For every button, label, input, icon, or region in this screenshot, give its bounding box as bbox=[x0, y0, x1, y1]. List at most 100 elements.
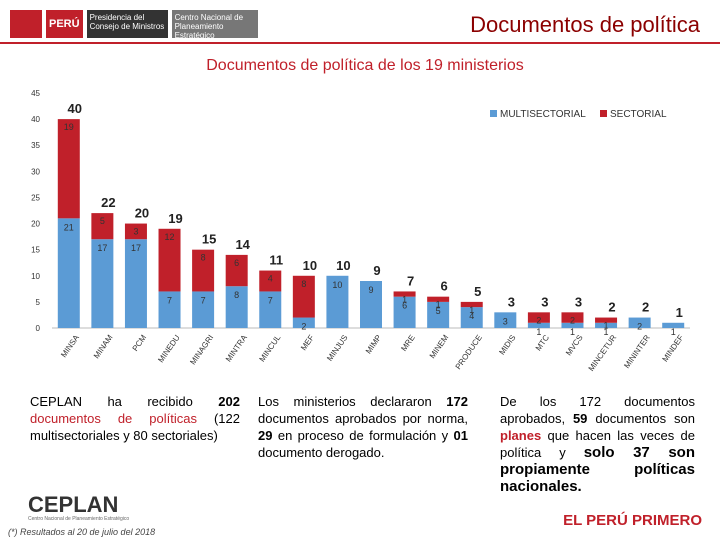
value-label: 1 bbox=[536, 327, 541, 337]
text: 29 bbox=[258, 428, 273, 443]
bar-segment bbox=[124, 239, 147, 328]
x-tick-label: MEF bbox=[299, 333, 316, 352]
bar-segment bbox=[57, 119, 80, 219]
x-tick-label: MIMP bbox=[364, 333, 383, 355]
total-label: 3 bbox=[575, 294, 582, 309]
bar-segment bbox=[561, 312, 584, 323]
footer-logo-sub: Centro Nacional de Planeamiento Estratég… bbox=[28, 516, 130, 522]
value-label: 7 bbox=[268, 295, 273, 305]
bar-segment bbox=[460, 307, 483, 328]
value-label: 2 bbox=[301, 322, 306, 332]
text: 01 bbox=[453, 428, 468, 443]
x-tick-label: MVCS bbox=[564, 333, 585, 357]
bar-segment bbox=[662, 322, 685, 328]
legend-swatch bbox=[600, 110, 607, 117]
value-label: 8 bbox=[234, 290, 239, 300]
y-tick-label: 40 bbox=[31, 115, 40, 124]
bar-segment bbox=[158, 228, 181, 292]
text: De los 172 documentos aprobados, bbox=[500, 394, 695, 426]
x-tick-label: MINEDU bbox=[156, 333, 182, 364]
bar-segment bbox=[360, 281, 382, 328]
total-label: 5 bbox=[474, 284, 481, 299]
legend-label: MULTISECTORIAL bbox=[500, 109, 586, 120]
value-label: 2 bbox=[637, 322, 642, 332]
text: Los ministerios declararon bbox=[258, 394, 447, 409]
note-middle: Los ministerios declararon 172 documento… bbox=[258, 393, 468, 461]
bar-segment bbox=[326, 275, 349, 328]
header-rule bbox=[0, 42, 720, 44]
footer-logo: CEPLAN bbox=[28, 492, 119, 517]
x-tick-label: MINSA bbox=[59, 333, 81, 359]
y-tick-label: 15 bbox=[31, 246, 40, 255]
value-label: 17 bbox=[97, 243, 107, 253]
bar-segment bbox=[192, 249, 215, 292]
value-label: 21 bbox=[64, 222, 74, 232]
note-right: De los 172 documentos aprobados, 59 docu… bbox=[500, 393, 695, 495]
bar-segment bbox=[427, 296, 450, 302]
value-label: 3 bbox=[503, 316, 508, 326]
bar-segment bbox=[292, 317, 315, 328]
y-tick-label: 45 bbox=[31, 89, 40, 98]
x-tick-label: MINDEF bbox=[660, 333, 685, 363]
total-label: 15 bbox=[202, 232, 216, 247]
value-label: 10 bbox=[332, 280, 342, 290]
x-tick-label: MINTRA bbox=[224, 333, 249, 364]
bar-segment bbox=[124, 223, 147, 240]
value-label: 19 bbox=[64, 122, 74, 132]
text: 59 bbox=[572, 411, 588, 426]
bar-segment bbox=[259, 270, 282, 292]
total-label: 11 bbox=[269, 253, 283, 268]
bar-segment bbox=[57, 218, 80, 328]
total-label: 10 bbox=[303, 258, 317, 273]
total-label: 3 bbox=[541, 294, 548, 309]
x-tick-label: PCM bbox=[131, 333, 149, 353]
text: documento derogado. bbox=[258, 445, 385, 460]
footer-brand: EL PERÚ PRIMERO bbox=[563, 512, 702, 529]
text: documentos aprobados por norma, bbox=[258, 411, 468, 426]
value-label: 9 bbox=[368, 285, 373, 295]
logo-office: Presidencia del Consejo de Ministros bbox=[86, 10, 168, 38]
bar-segment bbox=[628, 317, 651, 328]
bar-segment bbox=[460, 301, 483, 308]
x-tick-label: MRE bbox=[399, 333, 417, 353]
logo-center: Centro Nacional de Planeamiento Estratég… bbox=[171, 10, 258, 40]
value-label: 3 bbox=[133, 227, 138, 237]
chart: Documentos de política de los 19 ministe… bbox=[31, 57, 690, 373]
text: planes bbox=[500, 428, 542, 443]
x-tick-label: MINAM bbox=[92, 333, 115, 360]
total-label: 7 bbox=[407, 273, 414, 288]
y-tick-label: 20 bbox=[31, 220, 40, 229]
text: documentos son bbox=[587, 411, 695, 426]
bar-segment bbox=[192, 291, 215, 328]
value-label: 1 bbox=[570, 327, 575, 337]
footnote: (*) Resultados al 20 de julio del 2018 bbox=[8, 527, 156, 537]
bar-segment bbox=[595, 317, 618, 323]
x-tick-label: MIDIS bbox=[497, 333, 517, 356]
bar-segment bbox=[91, 213, 114, 240]
bar-segment bbox=[91, 239, 114, 328]
bar-segment bbox=[561, 322, 584, 328]
x-tick-label: MININTER bbox=[622, 333, 652, 370]
bar-segment bbox=[494, 312, 517, 328]
legend-swatch bbox=[490, 110, 497, 117]
value-label: 8 bbox=[301, 279, 306, 289]
x-tick-label: PRODUCE bbox=[454, 333, 484, 371]
y-tick-label: 10 bbox=[31, 272, 40, 281]
bar-segment bbox=[393, 296, 416, 328]
value-label: 1 bbox=[604, 321, 609, 331]
value-label: 7 bbox=[201, 295, 206, 305]
value-label: 4 bbox=[268, 274, 273, 284]
text: 202 bbox=[218, 394, 240, 409]
total-label: 6 bbox=[441, 279, 448, 294]
emblem bbox=[10, 10, 42, 38]
page-title: Documentos de política bbox=[470, 12, 700, 37]
x-tick-label: MINJUS bbox=[325, 333, 349, 363]
bar-segment bbox=[225, 286, 248, 328]
total-label: 20 bbox=[135, 206, 149, 221]
total-label: 22 bbox=[101, 195, 115, 210]
total-label: 10 bbox=[336, 258, 350, 273]
y-tick-label: 30 bbox=[31, 167, 40, 176]
bar-segment bbox=[292, 275, 315, 318]
text: 172 bbox=[446, 394, 468, 409]
